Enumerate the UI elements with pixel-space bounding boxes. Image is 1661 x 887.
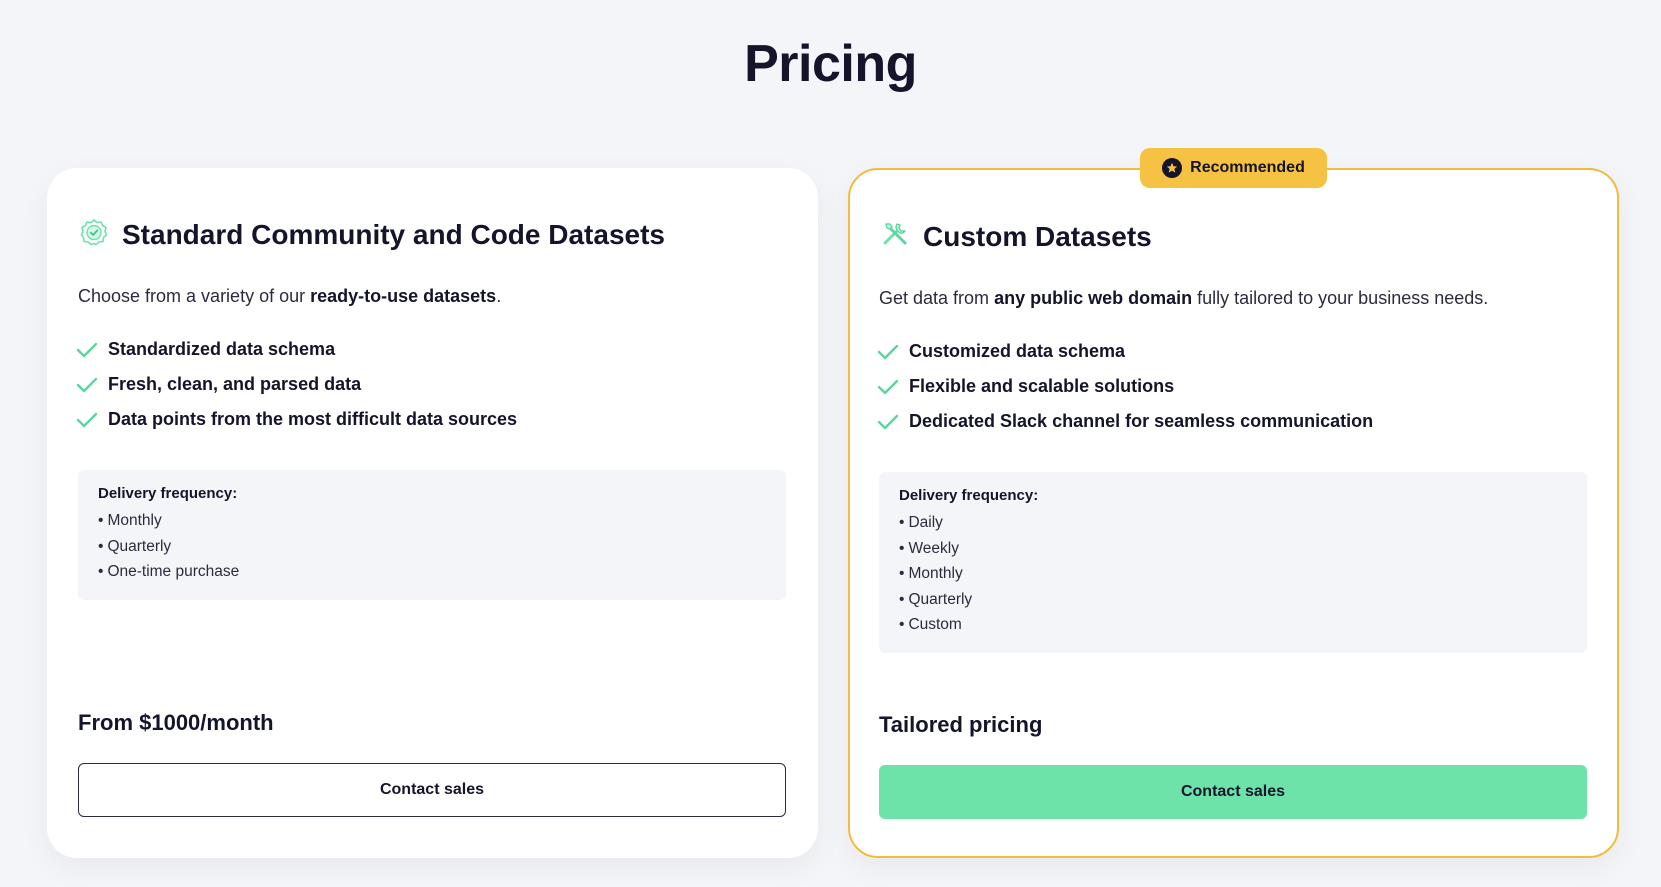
check-icon bbox=[877, 414, 899, 429]
check-icon bbox=[877, 344, 899, 359]
plan-title: Custom Datasets bbox=[923, 220, 1152, 252]
delivery-option: Custom bbox=[899, 612, 1567, 638]
delivery-option: Weekly bbox=[899, 536, 1567, 562]
delivery-frequency-box: Delivery frequency: Daily Weekly Monthly… bbox=[879, 472, 1587, 653]
feature-item: Customized data schema bbox=[877, 334, 1373, 369]
recommended-badge: Recommended bbox=[1140, 148, 1327, 188]
delivery-option: Daily bbox=[899, 510, 1567, 536]
plan-price: Tailored pricing bbox=[879, 712, 1043, 737]
plan-price: From $1000/month bbox=[78, 710, 274, 735]
feature-item: Standardized data schema bbox=[76, 332, 517, 367]
plan-card-custom: Recommended Custom Datasets Get data fro… bbox=[848, 148, 1619, 858]
feature-item: Dedicated Slack channel for seamless com… bbox=[877, 404, 1373, 439]
feature-list: Customized data schema Flexible and scal… bbox=[877, 334, 1373, 439]
delivery-frequency-box: Delivery frequency: Monthly Quarterly On… bbox=[78, 470, 786, 600]
delivery-option: Quarterly bbox=[98, 534, 766, 560]
badge-check-icon bbox=[80, 218, 108, 251]
recommended-label: Recommended bbox=[1190, 159, 1305, 176]
star-icon bbox=[1162, 158, 1183, 178]
delivery-option: One-time purchase bbox=[98, 559, 766, 585]
delivery-option: Monthly bbox=[899, 561, 1567, 587]
delivery-option: Monthly bbox=[98, 508, 766, 534]
plan-header: Custom Datasets bbox=[881, 220, 1152, 253]
tools-icon bbox=[881, 220, 909, 253]
delivery-frequency-title: Delivery frequency: bbox=[98, 485, 238, 502]
check-icon bbox=[877, 379, 899, 394]
plan-description: Get data from any public web domain full… bbox=[879, 288, 1489, 308]
contact-sales-button[interactable]: Contact sales bbox=[879, 765, 1587, 819]
feature-list: Standardized data schema Fresh, clean, a… bbox=[76, 332, 517, 437]
feature-item: Fresh, clean, and parsed data bbox=[76, 367, 517, 402]
feature-item: Flexible and scalable solutions bbox=[877, 369, 1373, 404]
plan-title: Standard Community and Code Datasets bbox=[122, 218, 665, 250]
plan-card-standard: Standard Community and Code Datasets Cho… bbox=[47, 168, 818, 858]
delivery-frequency-title: Delivery frequency: bbox=[899, 487, 1039, 504]
check-icon bbox=[76, 412, 98, 427]
page-title: Pricing bbox=[744, 35, 917, 93]
plan-header: Standard Community and Code Datasets bbox=[80, 218, 665, 251]
contact-sales-button[interactable]: Contact sales bbox=[78, 763, 786, 817]
check-icon bbox=[76, 342, 98, 357]
check-icon bbox=[76, 377, 98, 392]
plan-description: Choose from a variety of our ready-to-us… bbox=[78, 286, 502, 306]
feature-item: Data points from the most difficult data… bbox=[76, 402, 517, 437]
delivery-option: Quarterly bbox=[899, 587, 1567, 613]
